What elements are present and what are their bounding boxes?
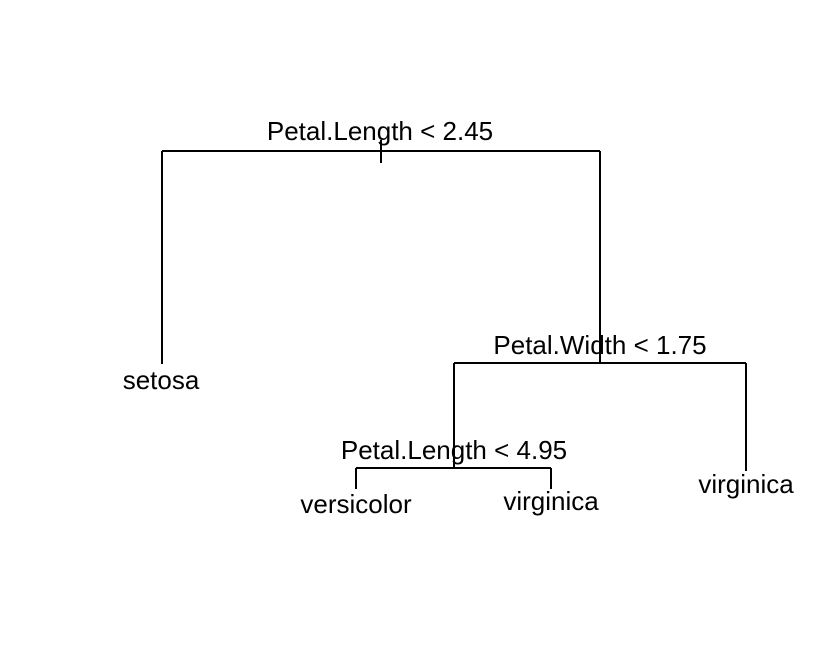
root-split-node: Petal.Length < 2.45 (161, 116, 601, 364)
third-split-label: Petal.Length < 4.95 (341, 435, 567, 465)
leaf-setosa-label: setosa (123, 365, 200, 395)
second-split-node: Petal.Width < 1.75 (453, 330, 747, 471)
leaf-virginica-right-label: virginica (698, 469, 794, 499)
leaf-versicolor-label: versicolor (300, 489, 412, 519)
root-split-label: Petal.Length < 2.45 (267, 116, 493, 146)
second-split-label: Petal.Width < 1.75 (493, 330, 706, 360)
leaf-virginica-bottom-label: virginica (503, 486, 599, 516)
third-split-node: Petal.Length < 4.95 (341, 435, 567, 489)
